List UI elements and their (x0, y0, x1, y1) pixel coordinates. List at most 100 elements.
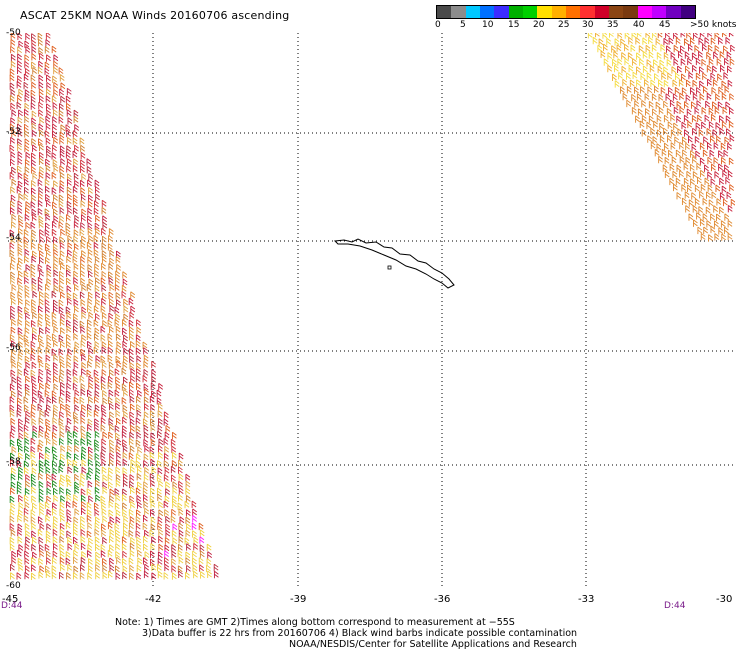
wind-barb (654, 85, 659, 94)
wind-barb (652, 33, 657, 39)
wind-barb (707, 78, 712, 87)
wind-barb (38, 138, 43, 146)
wind-barb (171, 445, 177, 454)
wind-barb (641, 115, 647, 123)
wind-barb (121, 543, 127, 551)
wind-barb (725, 101, 731, 109)
wind-barb (52, 144, 57, 152)
wind-barb (73, 556, 78, 565)
wind-barb (74, 144, 79, 153)
wind-barb (88, 537, 93, 545)
wind-barb (650, 127, 656, 136)
wind-barb (38, 123, 44, 131)
wind-barb (108, 375, 113, 384)
wind-barb (108, 263, 114, 271)
wind-barb (38, 60, 43, 69)
wind-barb (207, 551, 212, 559)
wind-barb (116, 299, 121, 307)
wind-barb (38, 101, 44, 110)
wind-barb (18, 432, 24, 440)
wind-barb (24, 565, 30, 573)
wind-barb (645, 44, 651, 53)
wind-barb (80, 472, 86, 481)
wind-barb (667, 121, 673, 129)
wind-barb (38, 544, 44, 552)
wind-barb (93, 410, 99, 418)
wind-barb (23, 507, 29, 516)
wind-barb (652, 108, 657, 116)
wind-barb (38, 375, 43, 384)
wind-barb (647, 135, 653, 143)
wind-barb (45, 39, 51, 47)
wind-barb (107, 473, 113, 482)
wind-barb (24, 306, 30, 314)
wind-barb (53, 249, 59, 257)
wind-barb (25, 530, 30, 538)
wind-barb (695, 57, 701, 66)
wind-barb (81, 250, 86, 258)
wind-barb (45, 514, 51, 523)
wind-barb (45, 319, 51, 328)
wind-barb (9, 207, 15, 215)
wind-barb (151, 563, 157, 572)
wind-barb (687, 57, 692, 66)
wind-barb (86, 325, 92, 334)
wind-barb (129, 572, 134, 580)
wind-barb (23, 424, 29, 432)
wind-barb (59, 459, 65, 467)
wind-barb (81, 446, 87, 454)
wind-barb (86, 158, 92, 166)
wind-barb (44, 229, 50, 237)
wind-barb (164, 563, 170, 572)
wind-barb (73, 396, 79, 405)
wind-barb (39, 166, 44, 174)
wind-barb (59, 543, 65, 552)
wind-barb (714, 107, 720, 115)
wind-barb (102, 486, 108, 495)
wind-barb (45, 326, 51, 335)
wind-barb (709, 149, 715, 158)
wind-barb (60, 340, 65, 349)
wind-barb (695, 72, 701, 80)
wind-barb (17, 46, 22, 54)
wind-barb (715, 184, 721, 193)
wind-barb (31, 39, 37, 48)
wind-barb (109, 325, 114, 334)
wind-barb (706, 220, 712, 228)
wind-barb (101, 410, 107, 418)
wind-barb (73, 243, 79, 251)
wind-barb (713, 51, 718, 59)
wind-barb (158, 509, 164, 517)
wind-barb (17, 180, 23, 188)
wind-barb (673, 58, 679, 66)
wind-barb (122, 479, 128, 488)
wind-barb (16, 165, 22, 173)
wind-barb (114, 565, 120, 573)
wind-barb (631, 106, 637, 115)
wind-barb (664, 156, 670, 165)
wind-barb (684, 191, 690, 199)
wind-barb (640, 72, 646, 81)
left-swath-wind-barbs (9, 33, 219, 580)
wind-barb (164, 557, 169, 565)
wind-barb (10, 312, 15, 320)
wind-barb (65, 124, 71, 132)
wind-barb (101, 262, 106, 271)
wind-barb (11, 340, 16, 348)
wind-barb (67, 563, 73, 572)
wind-barb (130, 368, 136, 376)
wind-barb (31, 361, 37, 370)
wind-barb (726, 191, 732, 199)
wind-barb (72, 369, 78, 377)
wind-barb (58, 348, 64, 356)
wind-barb (600, 50, 606, 59)
wind-barb (617, 58, 623, 66)
wind-barb (677, 65, 682, 73)
wind-barb (115, 516, 121, 524)
wind-barb (44, 565, 50, 573)
wind-barb (73, 332, 79, 341)
wind-barb (53, 487, 58, 496)
wind-barb (135, 530, 141, 538)
wind-barb (58, 417, 64, 426)
wind-barb (653, 120, 658, 129)
